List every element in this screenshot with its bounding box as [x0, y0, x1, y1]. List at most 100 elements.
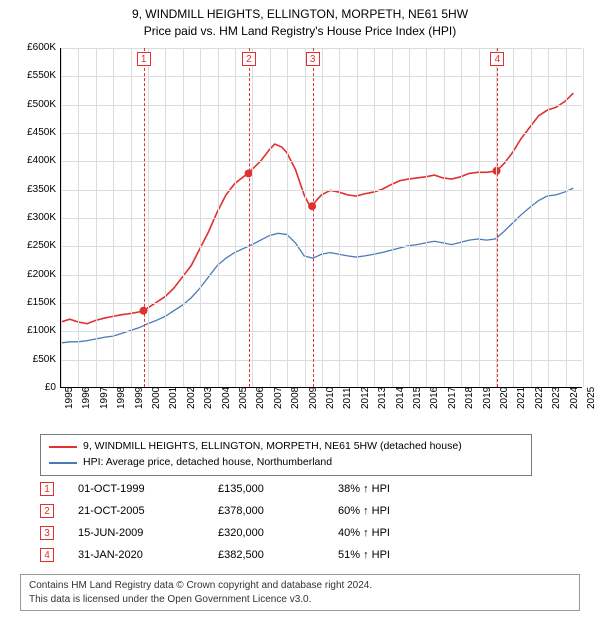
legend-item-property: 9, WINDMILL HEIGHTS, ELLINGTON, MORPETH,…	[49, 439, 523, 455]
y-tick-label: £50K	[10, 354, 56, 365]
gridline-v	[148, 48, 149, 387]
legend: 9, WINDMILL HEIGHTS, ELLINGTON, MORPETH,…	[40, 434, 532, 476]
event-row-price: £320,000	[218, 527, 338, 539]
event-row-diff: 38% ↑ HPI	[338, 483, 478, 495]
x-tick-label: 1999	[134, 387, 145, 409]
gridline-v	[61, 48, 62, 387]
x-tick-label: 2001	[168, 387, 179, 409]
x-tick-label: 2025	[586, 387, 597, 409]
x-tick-label: 2009	[308, 387, 319, 409]
x-tick-label: 2016	[429, 387, 440, 409]
gridline-v	[252, 48, 253, 387]
x-tick-label: 2014	[395, 387, 406, 409]
gridline-v	[287, 48, 288, 387]
y-tick-label: £300K	[10, 212, 56, 223]
gridline-v	[270, 48, 271, 387]
event-row-date: 31-JAN-2020	[78, 549, 218, 561]
event-number-box: 4	[490, 52, 504, 66]
x-tick-label: 2011	[342, 387, 353, 409]
chart-area: £0 £50K £100K £150K £200K £250K £300K £350K £400…	[10, 44, 590, 424]
y-tick-label: £400K	[10, 155, 56, 166]
x-tick-label: 2015	[412, 387, 423, 409]
gridline-v	[357, 48, 358, 387]
event-row-price: £378,000	[218, 505, 338, 517]
legend-swatch-hpi	[49, 462, 77, 464]
x-tick-label: 2023	[551, 387, 562, 409]
gridline-v	[548, 48, 549, 387]
event-row-number: 1	[40, 482, 54, 496]
event-table-row: 431-JAN-2020£382,50051% ↑ HPI	[40, 544, 560, 566]
gridline-v	[305, 48, 306, 387]
y-tick-label: £250K	[10, 240, 56, 251]
x-tick-label: 1997	[99, 387, 110, 409]
x-tick-label: 2019	[482, 387, 493, 409]
gridline-v	[78, 48, 79, 387]
gridline-v	[531, 48, 532, 387]
gridline-v	[131, 48, 132, 387]
x-tick-label: 2002	[186, 387, 197, 409]
x-tick-label: 2008	[290, 387, 301, 409]
legend-label-property: 9, WINDMILL HEIGHTS, ELLINGTON, MORPETH,…	[83, 439, 462, 455]
x-tick-label: 2021	[516, 387, 527, 409]
disclaimer-line1: Contains HM Land Registry data © Crown c…	[29, 579, 571, 593]
gridline-v	[426, 48, 427, 387]
x-tick-label: 2022	[534, 387, 545, 409]
gridline-v	[566, 48, 567, 387]
x-tick-label: 1995	[64, 387, 75, 409]
gridline-v	[479, 48, 480, 387]
x-tick-label: 2024	[569, 387, 580, 409]
x-tick-label: 1996	[81, 387, 92, 409]
x-tick-label: 2012	[360, 387, 371, 409]
gridline-v	[96, 48, 97, 387]
chart-title: 9, WINDMILL HEIGHTS, ELLINGTON, MORPETH,…	[0, 0, 600, 40]
x-tick-label: 2010	[325, 387, 336, 409]
y-tick-label: £200K	[10, 269, 56, 280]
chart-container: 9, WINDMILL HEIGHTS, ELLINGTON, MORPETH,…	[0, 0, 600, 620]
gridline-v	[339, 48, 340, 387]
y-tick-label: £350K	[10, 184, 56, 195]
event-line	[497, 48, 498, 387]
disclaimer: Contains HM Land Registry data © Crown c…	[20, 574, 580, 611]
gridline-v	[200, 48, 201, 387]
y-tick-label: £100K	[10, 325, 56, 336]
gridline-v	[183, 48, 184, 387]
event-line	[144, 48, 145, 387]
event-number-box: 1	[137, 52, 151, 66]
gridline-v	[513, 48, 514, 387]
gridline-v	[374, 48, 375, 387]
y-tick-label: £550K	[10, 70, 56, 81]
title-line1: 9, WINDMILL HEIGHTS, ELLINGTON, MORPETH,…	[0, 6, 600, 23]
gridline-v	[322, 48, 323, 387]
disclaimer-line2: This data is licensed under the Open Gov…	[29, 593, 571, 607]
event-row-date: 21-OCT-2005	[78, 505, 218, 517]
x-tick-label: 2020	[499, 387, 510, 409]
event-line	[249, 48, 250, 387]
x-tick-label: 2018	[464, 387, 475, 409]
event-number-box: 3	[306, 52, 320, 66]
gridline-v	[235, 48, 236, 387]
y-tick-label: £150K	[10, 297, 56, 308]
x-tick-label: 2007	[273, 387, 284, 409]
x-tick-label: 2003	[203, 387, 214, 409]
x-tick-label: 2005	[238, 387, 249, 409]
gridline-v	[392, 48, 393, 387]
event-number-box: 2	[242, 52, 256, 66]
event-row-diff: 60% ↑ HPI	[338, 505, 478, 517]
gridline-v	[218, 48, 219, 387]
event-table-row: 101-OCT-1999£135,00038% ↑ HPI	[40, 478, 560, 500]
y-tick-label: £450K	[10, 127, 56, 138]
event-line	[313, 48, 314, 387]
y-tick-label: £0	[10, 382, 56, 393]
x-tick-label: 2017	[447, 387, 458, 409]
event-row-diff: 51% ↑ HPI	[338, 549, 478, 561]
y-tick-label: £500K	[10, 99, 56, 110]
event-row-price: £382,500	[218, 549, 338, 561]
legend-item-hpi: HPI: Average price, detached house, Nort…	[49, 455, 523, 471]
gridline-v	[409, 48, 410, 387]
gridline-v	[461, 48, 462, 387]
event-row-diff: 40% ↑ HPI	[338, 527, 478, 539]
legend-label-hpi: HPI: Average price, detached house, Nort…	[83, 455, 332, 471]
title-line2: Price paid vs. HM Land Registry's House …	[0, 23, 600, 40]
event-row-date: 15-JUN-2009	[78, 527, 218, 539]
event-table-row: 221-OCT-2005£378,00060% ↑ HPI	[40, 500, 560, 522]
